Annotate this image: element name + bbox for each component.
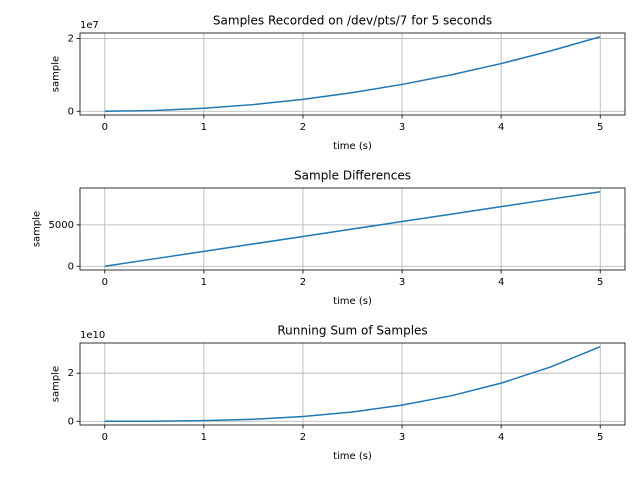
y-tick-label: 0 — [68, 106, 74, 117]
y-tick-label: 0 — [68, 261, 74, 272]
x-tick-label: 1 — [201, 432, 207, 443]
y-tick-label: 0 — [68, 416, 74, 427]
y-tick-label: 5000 — [49, 220, 74, 231]
x-tick-label: 2 — [300, 122, 306, 133]
data-line — [104, 36, 601, 113]
x-axis-label: time (s) — [333, 296, 372, 307]
chart-title: Running Sum of Samples — [277, 324, 427, 338]
x-tick-label: 5 — [597, 432, 603, 443]
x-tick-label: 0 — [102, 277, 108, 288]
x-tick-label: 3 — [399, 122, 405, 133]
x-tick-label: 2 — [300, 432, 306, 443]
x-tick-label: 1 — [201, 277, 207, 288]
x-tick-label: 5 — [597, 277, 603, 288]
data-line — [104, 190, 601, 268]
y-tick-label: 2 — [68, 368, 74, 379]
y-axis-label: sample — [51, 366, 62, 402]
x-tick-label: 2 — [300, 277, 306, 288]
x-tick-label: 4 — [498, 277, 504, 288]
data-line — [104, 346, 601, 423]
axes-frame — [79, 32, 626, 116]
chart-title: Sample Differences — [294, 169, 411, 183]
x-tick-label: 4 — [498, 122, 504, 133]
chart-title: Samples Recorded on /dev/pts/7 for 5 sec… — [213, 14, 492, 28]
axis-offset-label: 1e7 — [80, 20, 99, 31]
x-tick-label: 0 — [102, 122, 108, 133]
axes-frame — [79, 187, 626, 271]
y-axis-label: sample — [51, 56, 62, 92]
x-tick-label: 4 — [498, 432, 504, 443]
x-tick-label: 3 — [399, 277, 405, 288]
y-tick-label: 2 — [68, 34, 74, 45]
x-axis-label: time (s) — [333, 451, 372, 462]
x-axis-label: time (s) — [333, 141, 372, 152]
x-tick-label: 3 — [399, 432, 405, 443]
x-tick-label: 0 — [102, 432, 108, 443]
x-tick-label: 1 — [201, 122, 207, 133]
axes-frame — [79, 342, 626, 426]
x-tick-label: 5 — [597, 122, 603, 133]
y-axis-label: sample — [31, 211, 42, 247]
axis-offset-label: 1e10 — [80, 330, 105, 341]
